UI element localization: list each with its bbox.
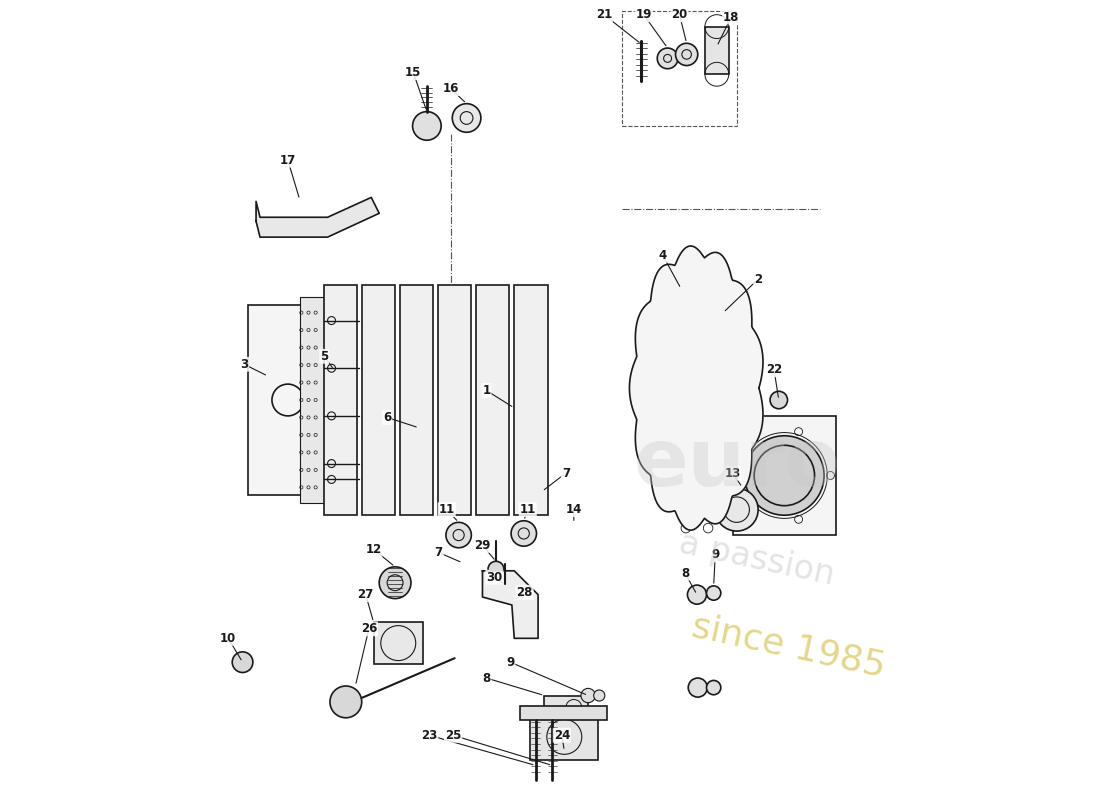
- Circle shape: [688, 585, 706, 604]
- Text: 7: 7: [434, 546, 443, 559]
- Text: 15: 15: [405, 66, 421, 79]
- Circle shape: [412, 112, 441, 140]
- Text: 21: 21: [596, 8, 612, 21]
- Polygon shape: [629, 246, 763, 530]
- Bar: [300, 297, 323, 503]
- Text: 26: 26: [361, 622, 377, 635]
- Bar: [653, 297, 740, 479]
- Text: 8: 8: [482, 671, 491, 685]
- Bar: [374, 622, 422, 664]
- Text: 13: 13: [725, 466, 740, 479]
- Circle shape: [689, 678, 707, 697]
- Circle shape: [446, 522, 472, 548]
- Text: 28: 28: [516, 586, 532, 598]
- Text: 9: 9: [711, 549, 719, 562]
- Polygon shape: [256, 198, 380, 237]
- Bar: [438, 285, 472, 515]
- Circle shape: [715, 488, 758, 531]
- Text: 3: 3: [240, 358, 249, 370]
- Text: 29: 29: [474, 539, 491, 552]
- Circle shape: [497, 584, 513, 600]
- Text: 4: 4: [659, 249, 667, 262]
- Bar: [362, 285, 395, 515]
- Circle shape: [706, 681, 721, 694]
- Bar: [323, 285, 358, 515]
- Bar: [400, 285, 433, 515]
- Text: since 1985: since 1985: [689, 609, 889, 683]
- Circle shape: [675, 43, 697, 66]
- Circle shape: [452, 104, 481, 132]
- Text: 10: 10: [220, 632, 236, 645]
- Text: 1: 1: [483, 384, 491, 397]
- Text: 12: 12: [365, 543, 382, 556]
- Text: 11: 11: [439, 503, 454, 516]
- Text: 9: 9: [506, 656, 515, 669]
- Text: 25: 25: [444, 729, 461, 742]
- Bar: [520, 706, 607, 720]
- Circle shape: [594, 690, 605, 701]
- Text: 17: 17: [279, 154, 296, 166]
- Bar: [544, 695, 588, 719]
- Text: 20: 20: [671, 8, 688, 21]
- Text: 6: 6: [383, 411, 392, 424]
- Circle shape: [581, 688, 595, 702]
- Bar: [530, 714, 597, 760]
- Text: euro: euro: [634, 425, 840, 502]
- Text: 18: 18: [723, 10, 739, 23]
- Circle shape: [706, 586, 721, 600]
- Text: 2: 2: [755, 273, 762, 286]
- Bar: [621, 10, 737, 126]
- Circle shape: [330, 686, 362, 718]
- Text: 19: 19: [636, 8, 652, 21]
- Circle shape: [745, 436, 824, 515]
- Circle shape: [232, 652, 253, 673]
- Circle shape: [658, 48, 678, 69]
- Text: 8: 8: [681, 566, 690, 580]
- Text: 5: 5: [320, 350, 329, 363]
- Text: 23: 23: [421, 729, 438, 742]
- Bar: [705, 26, 729, 74]
- Text: 16: 16: [442, 82, 459, 95]
- Bar: [476, 285, 509, 515]
- Circle shape: [770, 391, 788, 409]
- Bar: [515, 285, 548, 515]
- Circle shape: [659, 350, 735, 426]
- Text: a passion: a passion: [675, 526, 837, 591]
- Text: 30: 30: [486, 570, 503, 584]
- Bar: [733, 416, 836, 535]
- Polygon shape: [483, 571, 538, 638]
- Text: 22: 22: [766, 363, 782, 376]
- Text: 11: 11: [519, 503, 536, 516]
- Circle shape: [379, 567, 411, 598]
- Circle shape: [512, 521, 537, 546]
- Bar: [249, 305, 328, 495]
- Circle shape: [488, 562, 504, 577]
- Text: 7: 7: [562, 466, 570, 479]
- Text: 14: 14: [565, 503, 582, 516]
- Text: 27: 27: [358, 588, 374, 601]
- Text: 24: 24: [553, 729, 570, 742]
